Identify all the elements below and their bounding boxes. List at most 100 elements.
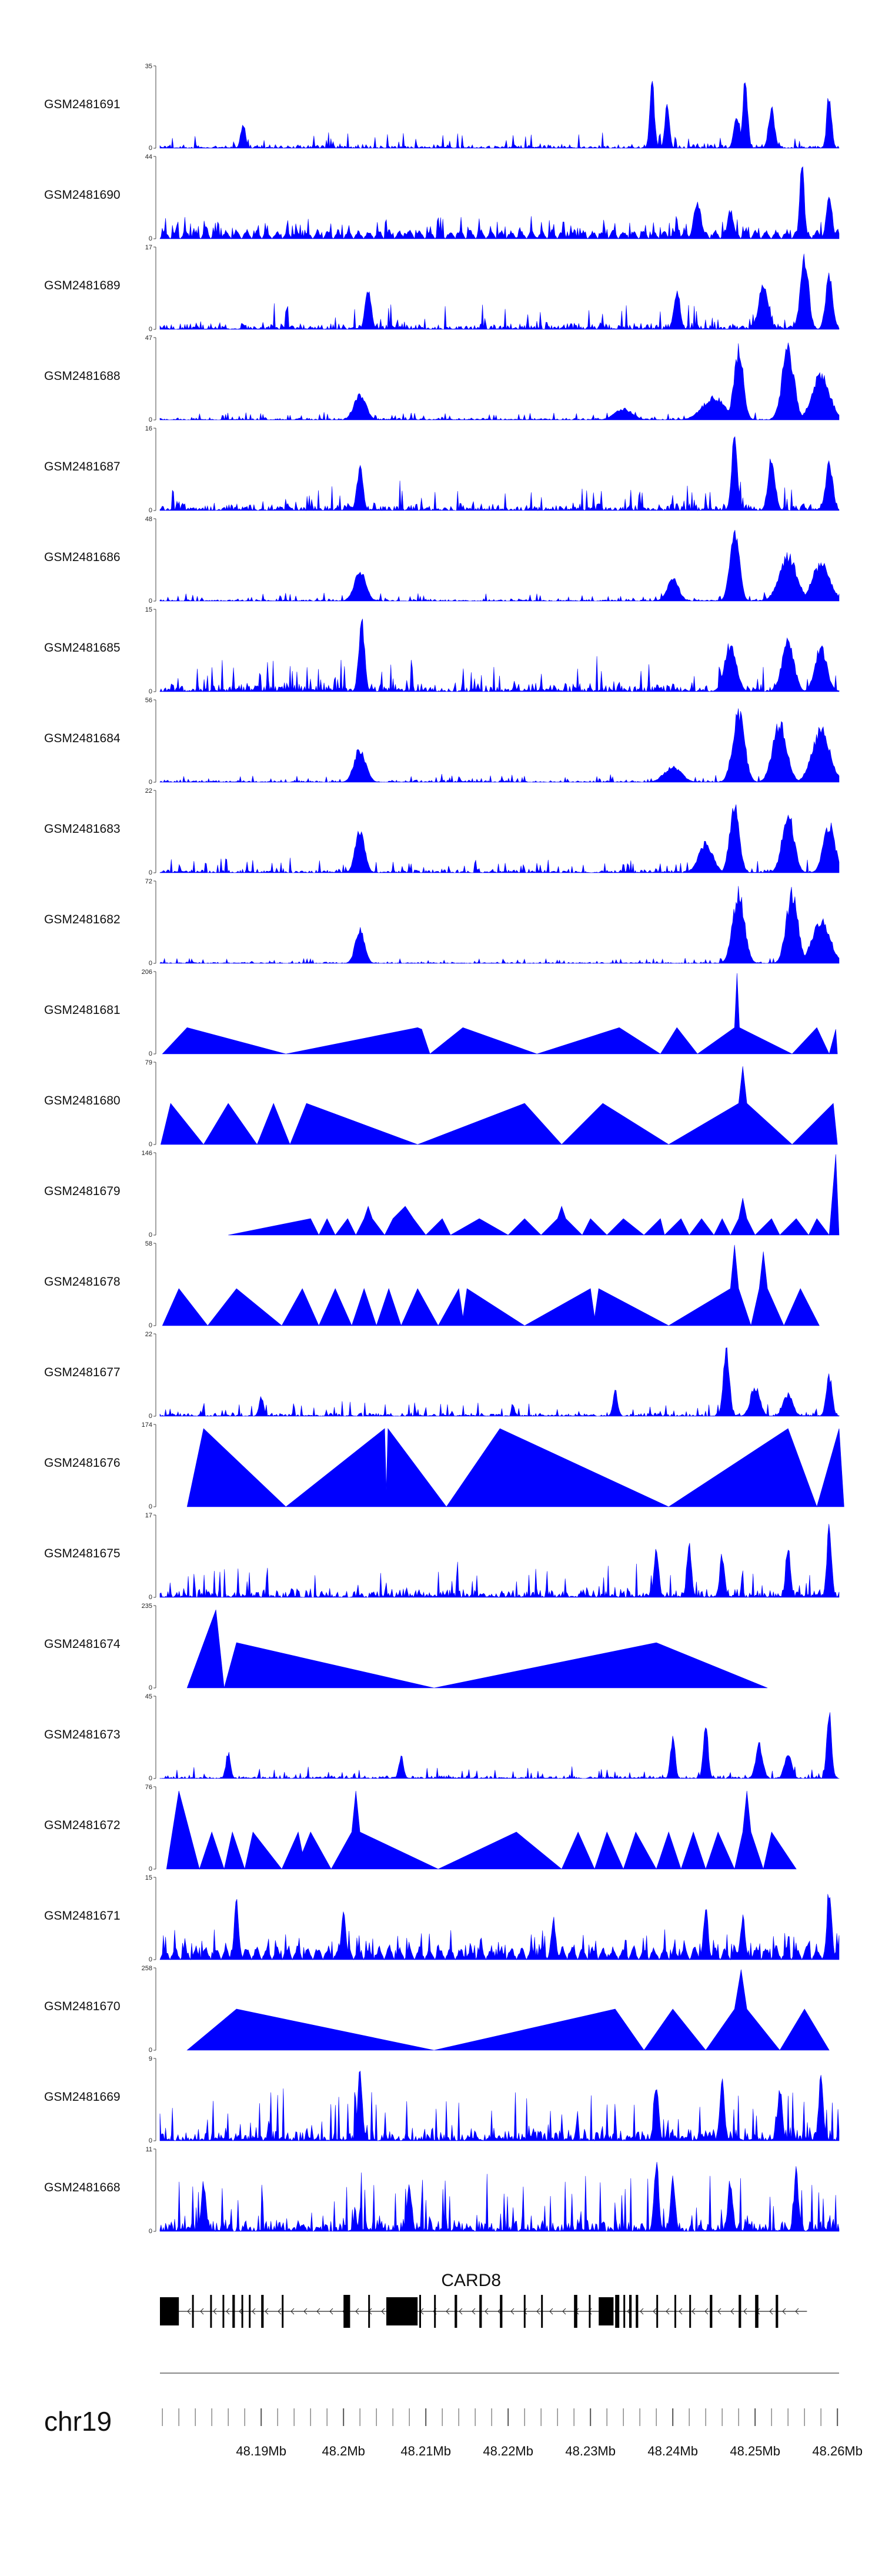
y-tick-zero: 0 [149,326,152,333]
gene-exon [210,2295,212,2328]
track-label: GSM2481689 [44,279,121,292]
track-label: GSM2481678 [44,1275,121,1289]
y-tick-max: 17 [145,244,152,251]
strand-arrow-icon [213,2308,217,2315]
y-tick-max: 22 [145,788,152,795]
y-tick-max: 47 [145,335,152,342]
track-label: GSM2481688 [44,369,121,383]
track-label: GSM2481683 [44,822,121,836]
gene-exon [629,2295,632,2328]
strand-arrow-icon [679,2308,683,2315]
track-label: GSM2481684 [44,732,121,745]
track-gsm2481669: GSM2481669 9 0 [44,2056,840,2144]
y-tick-zero: 0 [149,1594,152,1601]
coverage-area [159,708,840,783]
track-label: GSM2481676 [44,1456,121,1470]
y-tick-zero: 0 [149,416,152,423]
gene-exon [656,2295,659,2328]
coverage-area [159,619,840,693]
y-tick-max: 146 [142,1150,152,1157]
gene-exon [282,2295,284,2328]
y-tick-zero: 0 [149,2137,152,2144]
y-tick-zero: 0 [149,145,152,152]
y-tick-zero: 0 [149,688,152,695]
track-gsm2481676: GSM2481676 174 0 [44,1422,844,1510]
y-tick-max: 258 [142,1965,152,1972]
gene-exon [368,2295,370,2328]
gene-exon [241,2295,243,2328]
coverage-area [161,1066,838,1145]
axis-tick-label: 48.24Mb [647,2444,698,2458]
track-label: GSM2481674 [44,1637,121,1651]
strand-arrow-icon [226,2308,230,2315]
y-tick-max: 11 [146,2146,152,2153]
gene-exon [710,2295,713,2328]
axis-tick-label: 48.23Mb [565,2444,616,2458]
gene-exon [574,2295,577,2328]
strand-arrow-icon [562,2308,566,2315]
track-label: GSM2481669 [44,2090,121,2104]
y-tick-max: 72 [145,878,152,885]
gene-exon [541,2295,543,2328]
coverage-area [159,1894,840,1961]
gene-exon [232,2295,235,2328]
track-gsm2481688: GSM2481688 47 0 [44,335,840,423]
axis-tick-label: 48.25Mb [730,2444,780,2458]
track-gsm2481677: GSM2481677 22 0 [44,1331,840,1420]
strand-arrow-icon [769,2308,773,2315]
y-tick-max: 45 [145,1693,152,1700]
gene-exon [343,2295,350,2328]
y-tick-max: 79 [145,1059,152,1066]
strand-arrow-icon [536,2308,540,2315]
gene-exon [615,2295,620,2328]
strand-arrow-icon [459,2308,463,2315]
coverage-area [159,2070,840,2141]
coverage-area [162,1244,820,1327]
track-label: GSM2481687 [44,460,121,473]
track-gsm2481682: GSM2481682 72 0 [44,878,840,967]
strand-arrow-icon [472,2308,476,2315]
coverage-area [159,886,840,964]
gene-exon [160,2297,179,2325]
strand-arrow-icon [549,2308,553,2315]
y-tick-zero: 0 [149,1141,152,1148]
strand-arrow-icon [640,2308,644,2315]
y-tick-max: 15 [145,1874,152,1881]
strand-arrow-icon [730,2308,734,2315]
strand-arrow-icon [704,2308,709,2315]
strand-arrow-icon [252,2308,256,2315]
y-tick-max: 22 [145,1331,152,1338]
y-tick-zero: 0 [149,779,152,786]
gene-exon [776,2295,779,2328]
y-tick-max: 17 [145,1512,152,1519]
track-gsm2481668: GSM2481668 11 0 [44,2146,840,2235]
axis-tick-label: 48.26Mb [812,2444,863,2458]
y-tick-max: 206 [142,969,152,976]
gene-exon [479,2295,482,2328]
y-tick-max: 56 [145,697,152,704]
y-tick-max: 16 [145,425,152,432]
track-gsm2481678: GSM2481678 58 0 [44,1240,820,1329]
y-tick-zero: 0 [149,1775,152,1782]
y-tick-max: 174 [142,1422,152,1429]
y-tick-max: 35 [145,63,152,70]
chromosome-label: chr19 [44,2406,112,2437]
genome-axis: chr19 48.19Mb 48.2Mb 48.21Mb 48.22Mb 48.23Mb… [44,2373,863,2458]
axis-tick-label: 48.21Mb [400,2444,451,2458]
y-tick-max: 58 [145,1240,152,1247]
y-tick-zero: 0 [149,598,152,605]
y-tick-zero: 0 [149,1232,152,1239]
strand-arrow-icon [795,2308,799,2315]
track-label: GSM2481679 [44,1184,121,1198]
strand-arrow-icon [446,2308,450,2315]
y-tick-zero: 0 [149,1956,152,1963]
gene-exon [500,2295,503,2328]
strand-arrow-icon [265,2308,269,2315]
strand-arrow-icon [239,2308,243,2315]
track-label: GSM2481686 [44,550,121,564]
strand-arrow-icon [187,2308,191,2315]
coverage-area [186,1969,830,2051]
gene-exon [249,2295,251,2328]
gene-exon [523,2295,526,2328]
y-tick-zero: 0 [149,2228,152,2235]
